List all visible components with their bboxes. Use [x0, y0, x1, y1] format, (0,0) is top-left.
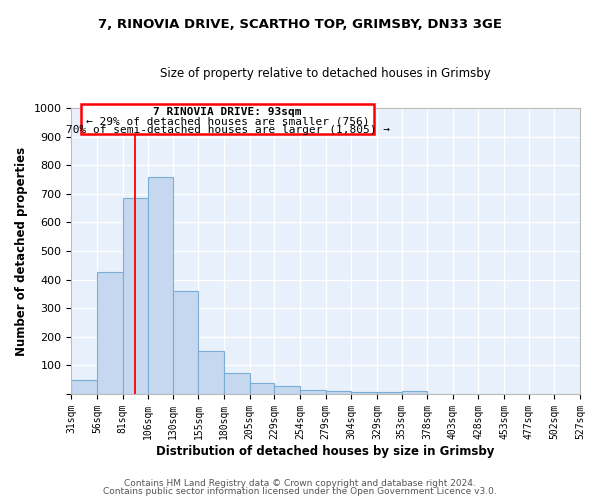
- Text: 70% of semi-detached houses are larger (1,805) →: 70% of semi-detached houses are larger (…: [66, 124, 390, 134]
- Bar: [224, 372, 250, 394]
- Bar: [401, 391, 427, 394]
- Bar: [351, 392, 377, 394]
- Bar: [148, 176, 173, 394]
- Bar: [199, 351, 224, 394]
- Bar: [173, 291, 199, 394]
- Bar: [377, 392, 401, 394]
- Bar: [326, 391, 351, 394]
- Text: 7 RINOVIA DRIVE: 93sqm: 7 RINOVIA DRIVE: 93sqm: [154, 108, 302, 118]
- Text: 7, RINOVIA DRIVE, SCARTHO TOP, GRIMSBY, DN33 3GE: 7, RINOVIA DRIVE, SCARTHO TOP, GRIMSBY, …: [98, 18, 502, 30]
- Bar: [71, 380, 97, 394]
- Bar: [274, 386, 300, 394]
- FancyBboxPatch shape: [82, 104, 374, 134]
- Text: ← 29% of detached houses are smaller (756): ← 29% of detached houses are smaller (75…: [86, 116, 370, 126]
- Bar: [300, 390, 326, 394]
- Text: Contains HM Land Registry data © Crown copyright and database right 2024.: Contains HM Land Registry data © Crown c…: [124, 478, 476, 488]
- Text: Contains public sector information licensed under the Open Government Licence v3: Contains public sector information licen…: [103, 487, 497, 496]
- Title: Size of property relative to detached houses in Grimsby: Size of property relative to detached ho…: [160, 68, 491, 80]
- Bar: [250, 382, 274, 394]
- Bar: [122, 198, 148, 394]
- Y-axis label: Number of detached properties: Number of detached properties: [15, 146, 28, 356]
- X-axis label: Distribution of detached houses by size in Grimsby: Distribution of detached houses by size …: [157, 444, 495, 458]
- Bar: [97, 272, 122, 394]
